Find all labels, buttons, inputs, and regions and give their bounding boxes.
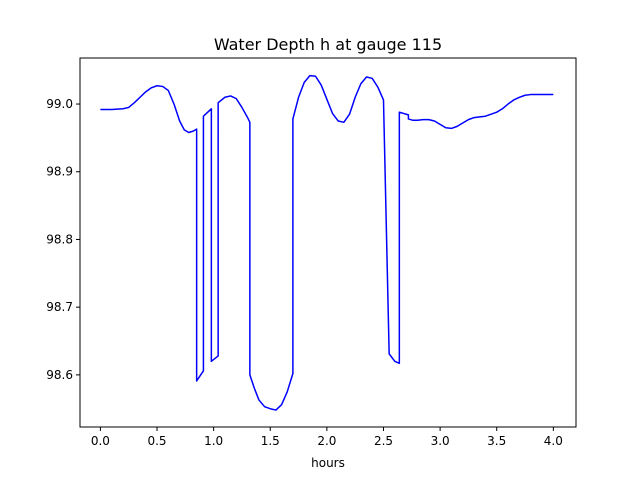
axes-frame [79, 57, 577, 428]
series-line [100, 74, 554, 411]
y-tick-label: 99.0 [46, 97, 73, 111]
x-tick-label: 2.5 [374, 434, 393, 448]
x-tick-label: 1.5 [261, 434, 280, 448]
y-tick-label: 98.7 [46, 300, 73, 314]
x-tick-label: 2.0 [317, 434, 336, 448]
x-axis: 0.0 0.5 1.0 1.5 2.0 2.5 3.0 3.5 4.0 [91, 427, 563, 448]
x-tick-label: 0.0 [91, 434, 110, 448]
chart-title: Water Depth h at gauge 115 [214, 35, 442, 54]
x-tick-label: 0.5 [147, 434, 166, 448]
plot-area [79, 57, 577, 428]
x-tick-label: 3.5 [487, 434, 506, 448]
y-tick-label: 98.8 [46, 232, 73, 246]
y-tick-label: 98.9 [46, 165, 73, 179]
x-tick-label: 3.0 [431, 434, 450, 448]
y-axis: 98.6 98.7 98.8 98.9 99.0 [46, 97, 80, 382]
x-tick-label: 4.0 [544, 434, 563, 448]
x-axis-label: hours [311, 456, 345, 470]
y-tick-label: 98.6 [46, 368, 73, 382]
x-tick-label: 1.0 [204, 434, 223, 448]
